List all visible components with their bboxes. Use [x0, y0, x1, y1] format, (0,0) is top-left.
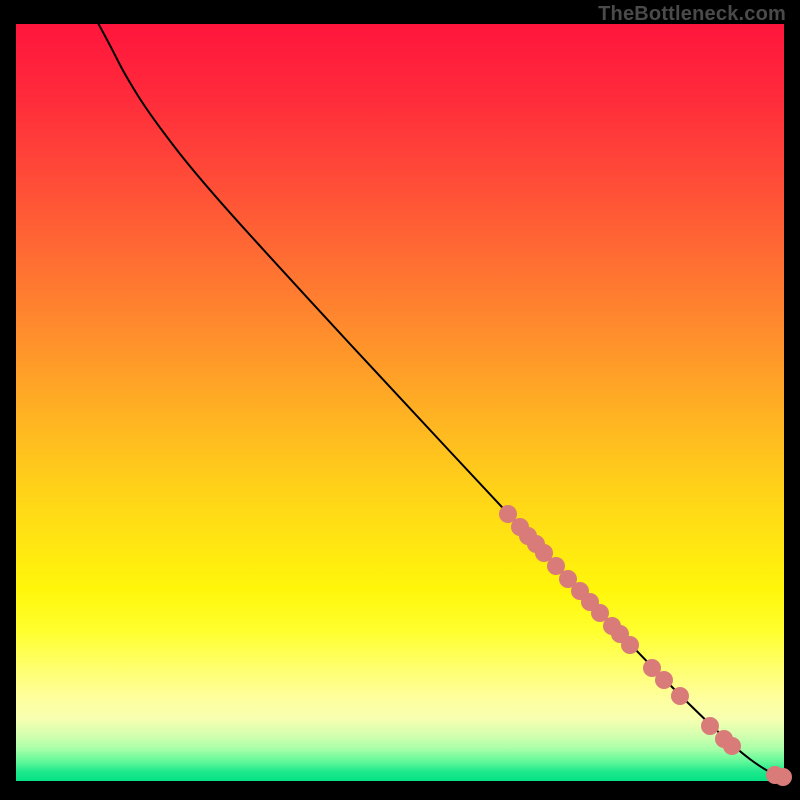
- data-marker: [774, 768, 792, 786]
- data-markers: [499, 505, 792, 786]
- data-marker: [723, 737, 741, 755]
- data-marker: [701, 717, 719, 735]
- data-marker: [621, 636, 639, 654]
- data-marker: [655, 671, 673, 689]
- curve-line: [98, 23, 782, 778]
- chart-container: TheBottleneck.com: [0, 0, 800, 800]
- data-marker: [671, 687, 689, 705]
- chart-overlay: [0, 0, 800, 800]
- watermark-text: TheBottleneck.com: [598, 3, 786, 26]
